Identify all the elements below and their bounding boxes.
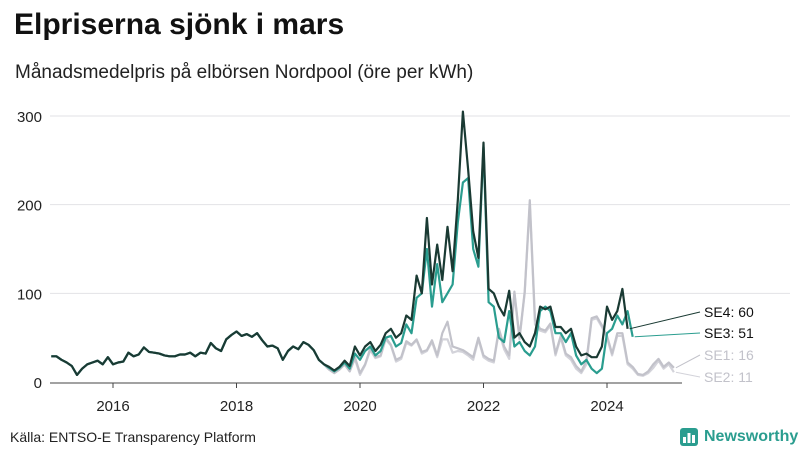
end-label-se2: SE2: 11 [704, 369, 753, 385]
brand-name: Newsworthy [704, 428, 799, 445]
end-label-leader [675, 371, 701, 378]
end-label-se4: SE4: 60 [704, 304, 754, 320]
y-tick-label: 200 [17, 198, 42, 215]
x-tick-label: 2024 [590, 398, 623, 415]
bar-chart-icon [680, 428, 698, 446]
x-tick-label: 2022 [467, 398, 500, 415]
end-label-leader [634, 332, 701, 338]
end-label-leader [629, 311, 701, 330]
brand-logo[interactable]: Newsworthy [680, 426, 798, 448]
chart-subtitle: Månadsmedelpris på elbörsen Nordpool (ör… [15, 62, 474, 83]
source-note: Källa: ENTSO-E Transparency Platform [10, 429, 256, 445]
series-line-se4 [51, 110, 629, 376]
x-tick-label: 2018 [220, 398, 253, 415]
series-line-se3 [51, 145, 634, 376]
line-chart: 0 100 200 300 2016 2018 2020 2022 2024 SE4: 60 SE3… [17, 109, 790, 415]
end-label-se3: SE3: 51 [704, 325, 754, 341]
y-tick-label: 100 [17, 286, 42, 303]
end-label-leader [675, 354, 701, 369]
x-tick-label: 2020 [343, 398, 376, 415]
y-tick-label: 300 [17, 109, 42, 126]
chart-title: Elpriserna sjönk i mars [14, 8, 345, 41]
end-label-se1: SE1: 16 [704, 347, 754, 363]
x-tick-label: 2016 [96, 398, 129, 415]
y-tick-label: 0 [34, 375, 42, 392]
